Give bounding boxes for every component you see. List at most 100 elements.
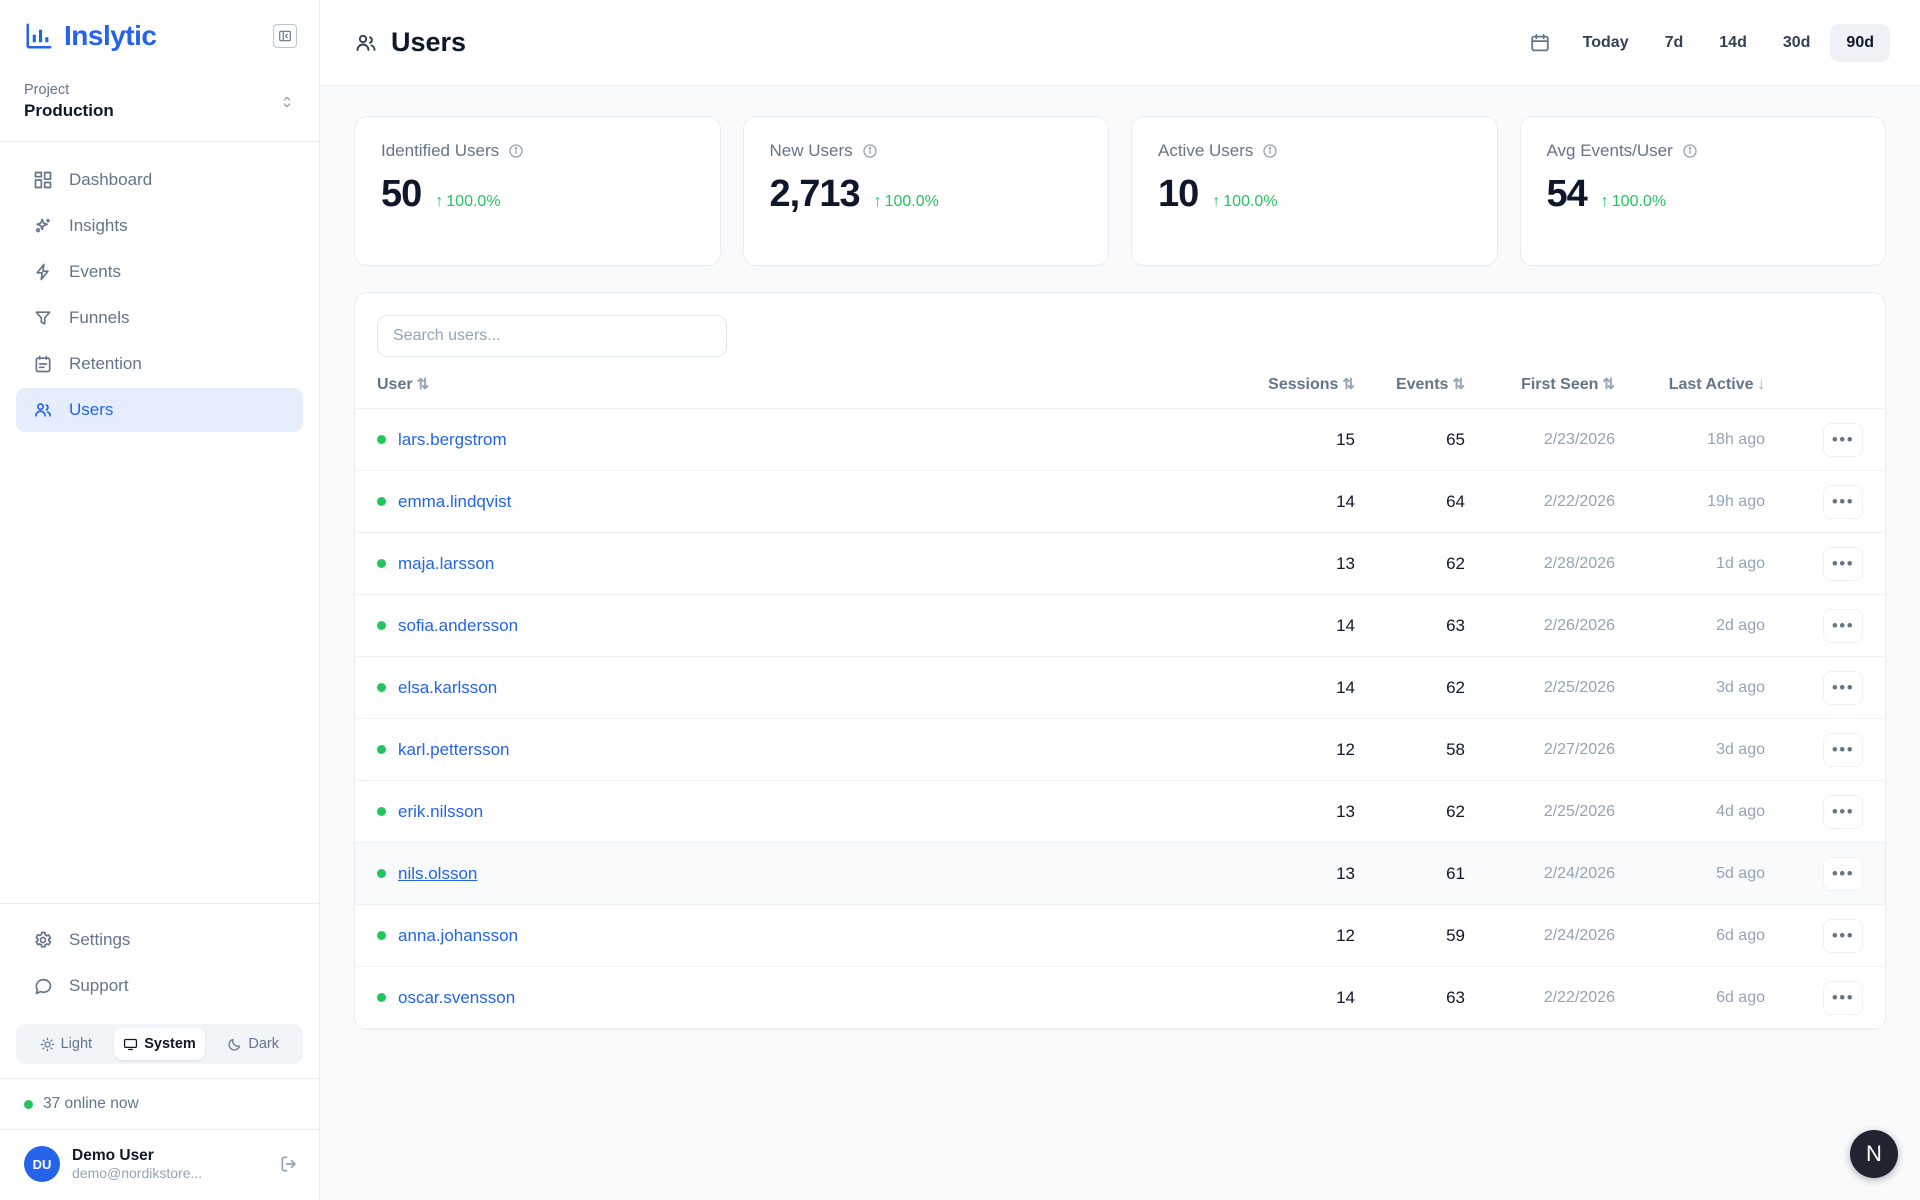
metric-card-delta: ↑ 100.0% [1601, 193, 1666, 211]
sun-icon [40, 1037, 55, 1052]
table-row[interactable]: anna.johansson 12 59 2/24/2026 6d ago ••• [355, 905, 1885, 967]
avatar: DU [24, 1146, 60, 1182]
table-row[interactable]: maja.larsson 13 62 2/28/2026 1d ago ••• [355, 533, 1885, 595]
sort-icon: ⇅ [416, 376, 430, 393]
user-link[interactable]: karl.pettersson [398, 739, 510, 759]
column-label: Last Active [1668, 375, 1754, 393]
main-content: Users Today 7d 14d 30d 90d [320, 0, 1920, 1200]
range-button-today[interactable]: Today [1582, 33, 1629, 51]
status-dot-icon [377, 559, 386, 568]
row-menu-button[interactable]: ••• [1823, 918, 1863, 953]
table-row[interactable]: lars.bergstrom 15 65 2/23/2026 18h ago ••• [355, 409, 1885, 471]
project-texts: Project Production [24, 82, 279, 121]
users-table: User ⇅ Sessions ⇅ Events ⇅ First Seen ⇅ [355, 375, 1885, 1029]
row-menu-button[interactable]: ••• [1823, 670, 1863, 705]
sidebar-item-funnels[interactable]: Funnels [16, 296, 303, 340]
sidebar-item-insights[interactable]: Insights [16, 204, 303, 248]
column-header-first-seen[interactable]: First Seen ⇅ [1465, 375, 1615, 409]
user-link[interactable]: lars.bergstrom [398, 429, 507, 449]
column-header-sessions[interactable]: Sessions ⇅ [1235, 375, 1355, 409]
table-row[interactable]: emma.lindqvist 14 64 2/22/2026 19h ago ••• [355, 471, 1885, 533]
user-link[interactable]: erik.nilsson [398, 801, 484, 821]
sidebar-item-label: Insights [69, 216, 128, 235]
row-menu-button[interactable]: ••• [1823, 484, 1863, 519]
column-header-last-active[interactable]: Last Active ↓ [1615, 375, 1765, 409]
user-cell: nils.olsson [377, 864, 1235, 884]
sidebar-item-dashboard[interactable]: Dashboard [16, 158, 303, 202]
cell-first-seen: 2/26/2026 [1543, 616, 1615, 634]
range-button-14d[interactable]: 14d [1719, 33, 1747, 51]
status-dot-icon [377, 745, 386, 754]
panel-collapse-icon[interactable] [273, 24, 297, 48]
range-button-90d[interactable]: 90d [1830, 23, 1890, 62]
logout-icon[interactable] [279, 1154, 299, 1174]
cell-sessions: 14 [1336, 987, 1355, 1007]
account-row[interactable]: DU Demo User demo@nordikstore... [0, 1130, 319, 1200]
cell-user: emma.lindqvist [355, 471, 1235, 533]
row-menu-button[interactable]: ••• [1823, 732, 1863, 767]
sidebar-item-settings[interactable]: Settings [16, 918, 303, 962]
table-row[interactable]: oscar.svensson 14 63 2/22/2026 6d ago ••• [355, 967, 1885, 1029]
user-link[interactable]: maja.larsson [398, 553, 495, 573]
user-link[interactable]: elsa.karlsson [398, 677, 498, 697]
info-icon[interactable] [862, 143, 878, 159]
sidebar-item-label: Retention [69, 354, 142, 373]
user-link[interactable]: sofia.andersson [398, 615, 519, 635]
cell-user: lars.bergstrom [355, 409, 1235, 471]
table-row[interactable]: nils.olsson 13 61 2/24/2026 5d ago ••• [355, 842, 1885, 905]
cell-user: nils.olsson [355, 843, 1235, 905]
project-switcher[interactable]: Project Production [0, 72, 319, 142]
row-menu-button[interactable]: ••• [1823, 422, 1863, 457]
funnel-icon [32, 308, 53, 329]
dev-indicator-badge[interactable]: N [1850, 1130, 1898, 1178]
sidebar-item-retention[interactable]: Retention [16, 342, 303, 386]
column-header-events[interactable]: Events ⇅ [1355, 375, 1465, 409]
sidebar-item-users[interactable]: Users [16, 388, 303, 432]
cell-events: 65 [1446, 429, 1465, 449]
info-icon[interactable] [508, 143, 524, 159]
grid-icon [32, 170, 53, 191]
status-dot-icon [377, 993, 386, 1002]
search-input[interactable] [377, 315, 727, 357]
column-header-user[interactable]: User ⇅ [355, 375, 1235, 409]
table-row[interactable]: sofia.andersson 14 63 2/26/2026 2d ago ••• [355, 595, 1885, 657]
row-menu-button[interactable]: ••• [1823, 856, 1863, 891]
user-link[interactable]: anna.johansson [398, 925, 519, 945]
table-row[interactable]: elsa.karlsson 14 62 2/25/2026 3d ago ••• [355, 657, 1885, 719]
user-cell: maja.larsson [377, 554, 1235, 574]
status-dot-icon [377, 497, 386, 506]
info-icon[interactable] [1682, 143, 1698, 159]
cell-last-active: 6d ago [1716, 988, 1765, 1006]
sidebar-item-label: Settings [69, 930, 131, 949]
cell-sessions: 14 [1336, 615, 1355, 635]
row-menu-button[interactable]: ••• [1823, 980, 1863, 1015]
row-menu-button[interactable]: ••• [1823, 608, 1863, 643]
user-cell: oscar.svensson [377, 988, 1235, 1008]
sidebar-item-support[interactable]: Support [16, 964, 303, 1008]
info-icon[interactable] [1262, 143, 1278, 159]
row-menu-button[interactable]: ••• [1823, 546, 1863, 581]
range-button-7d[interactable]: 7d [1664, 33, 1684, 51]
calendar-icon[interactable] [1529, 32, 1551, 54]
metric-card-value: 10 [1158, 173, 1199, 215]
theme-option-system[interactable]: System [113, 1028, 206, 1060]
table-row[interactable]: karl.pettersson 12 58 2/27/2026 3d ago ••• [355, 719, 1885, 781]
user-link[interactable]: nils.olsson [398, 863, 478, 883]
online-status: 37 online now [0, 1078, 319, 1130]
theme-option-dark[interactable]: Dark [207, 1028, 299, 1060]
table-row[interactable]: erik.nilsson 13 62 2/25/2026 4d ago ••• [355, 781, 1885, 843]
cell-events: 62 [1446, 677, 1465, 697]
sidebar-item-events[interactable]: Events [16, 250, 303, 294]
page-title-wrap: Users [354, 27, 1529, 58]
cell-events: 63 [1446, 615, 1465, 635]
cell-actions: ••• [1765, 781, 1885, 843]
user-link[interactable]: emma.lindqvist [398, 491, 512, 511]
cell-user: oscar.svensson [355, 967, 1235, 1029]
cell-sessions: 14 [1336, 677, 1355, 697]
range-button-30d[interactable]: 30d [1782, 33, 1811, 51]
user-link[interactable]: oscar.svensson [398, 987, 516, 1007]
user-cell: anna.johansson [377, 926, 1235, 946]
cell-events: 61 [1446, 863, 1465, 883]
row-menu-button[interactable]: ••• [1823, 794, 1863, 829]
theme-option-light[interactable]: Light [20, 1028, 112, 1060]
